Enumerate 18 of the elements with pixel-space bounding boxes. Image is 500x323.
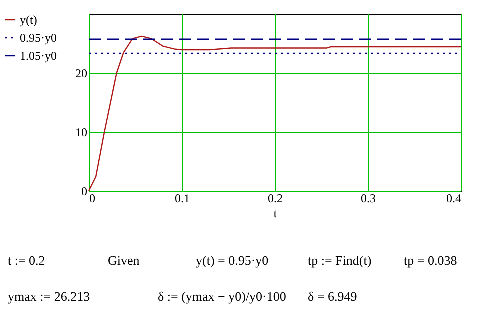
y-tick-label: 10 bbox=[76, 126, 88, 140]
text: tp = 0.038 bbox=[404, 253, 458, 269]
text: ymax := 26.213 bbox=[8, 289, 92, 305]
text: t := 0.2 bbox=[8, 253, 46, 269]
text: δ = 6.949 bbox=[308, 289, 358, 305]
legend-label: 1.05·y0 bbox=[20, 49, 57, 63]
x-tick-label: 0.4 bbox=[446, 192, 462, 206]
legend-label: y(t) bbox=[20, 13, 38, 27]
text: δ := (ymax − y0)/y0·100 bbox=[157, 289, 288, 305]
text: tp := Find(t) bbox=[308, 253, 373, 269]
x-tick-label: 0.1 bbox=[175, 192, 190, 206]
x-tick-label: 0.2 bbox=[268, 192, 283, 206]
text: y(t) = 0.95·y0 bbox=[196, 253, 270, 269]
x-axis-title: t bbox=[274, 206, 278, 220]
y-tick-label: 20 bbox=[76, 66, 88, 80]
text: Given bbox=[108, 253, 141, 269]
legend-label: 0.95·y0 bbox=[20, 31, 57, 45]
x-tick-label: 0.3 bbox=[361, 192, 376, 206]
